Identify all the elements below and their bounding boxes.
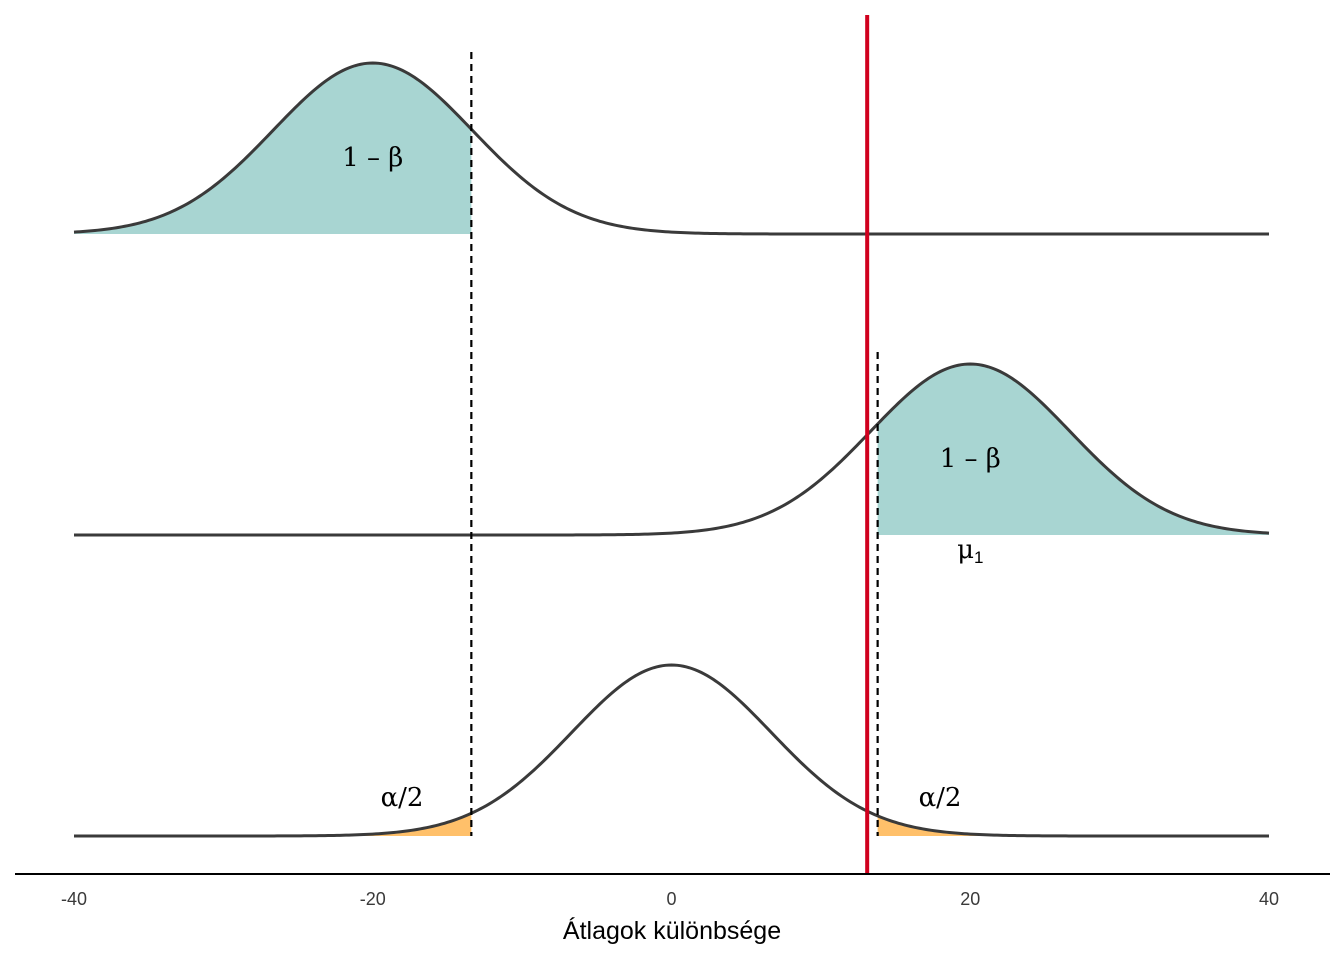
x-tick-label: -40: [61, 889, 87, 909]
x-axis-title: Átlagok különbsége: [563, 916, 781, 945]
x-tick-label: 0: [666, 889, 676, 909]
x-tick-label: 20: [960, 889, 980, 909]
alpha-label-left: α/2: [381, 783, 424, 813]
alpha-label-right: α/2: [919, 783, 962, 813]
x-tick-label: 40: [1259, 889, 1279, 909]
alpha-area-right: [877, 815, 1269, 836]
mu1-subscript: 1: [974, 548, 983, 567]
density-curve-2: [74, 362, 1270, 537]
power-label-middle: 1 – β: [940, 444, 1001, 474]
vertical-lines: [470, 15, 879, 874]
power-area-left: [74, 63, 472, 234]
power-area-right: [877, 364, 1269, 535]
shaded-areas: [74, 63, 1269, 836]
density-curve-3: [74, 663, 1269, 838]
x-axis-ticks: -40 -20 0 20 40: [61, 889, 1279, 909]
mu1-label: μ1: [957, 535, 983, 567]
alpha-area-left: [74, 813, 472, 836]
density-curve-1: [73, 61, 1269, 236]
density-curves: [73, 61, 1270, 838]
x-tick-label: -20: [360, 889, 386, 909]
power-label-top: 1 – β: [342, 143, 403, 173]
